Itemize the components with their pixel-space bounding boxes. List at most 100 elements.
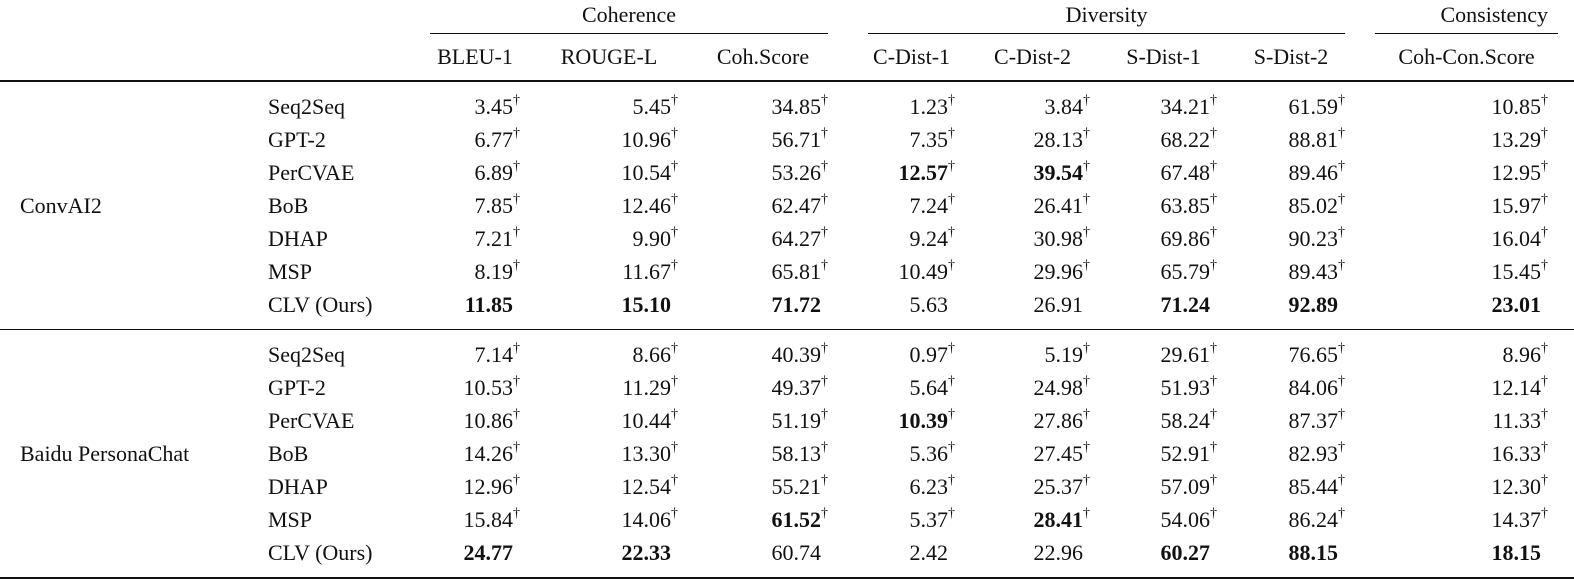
significance-dagger: † xyxy=(948,439,956,455)
metric-value: 14.06† xyxy=(530,503,688,536)
value-text: 22.96 xyxy=(1033,540,1084,565)
significance-dagger: † xyxy=(948,505,956,521)
value-text: 27.45 xyxy=(1033,441,1084,466)
significance-dagger: † xyxy=(1541,257,1549,273)
metric-value: 10.44† xyxy=(530,404,688,437)
metric-value: 11.85† xyxy=(420,288,530,321)
metric-value: 8.96† xyxy=(1375,338,1558,371)
value-text: 26.91 xyxy=(1033,292,1084,317)
value-text: 54.06 xyxy=(1160,507,1211,532)
value-text: 12.14 xyxy=(1491,375,1542,400)
model-name: Seq2Seq xyxy=(268,94,345,119)
metric-value: 3.45† xyxy=(420,90,530,123)
metric-value: 13.29† xyxy=(1375,123,1558,156)
metric-value: 27.45† xyxy=(965,437,1100,470)
metric-value: 39.54† xyxy=(965,156,1100,189)
value-text: 61.59 xyxy=(1288,94,1339,119)
column-header: S-Dist-1 xyxy=(1100,34,1228,82)
metric-value: 12.57† xyxy=(858,156,965,189)
value-text: 27.86 xyxy=(1033,408,1084,433)
value-text: 26.41 xyxy=(1033,193,1084,218)
significance-dagger: † xyxy=(821,340,829,356)
table-row: BoB 7.85† 12.46† 62.47† 7.24† 26.41† 63.85† 85.… xyxy=(0,189,1574,222)
value-text: 10.44 xyxy=(621,408,672,433)
value-text: 71.72 xyxy=(771,292,822,317)
table-row: ConvAI2 Seq2Seq 3.45† 5.45† 34.85† 1.23† 3.84†… xyxy=(0,90,1574,218)
significance-dagger: † xyxy=(948,224,956,240)
significance-dagger: † xyxy=(821,92,829,108)
metric-value: 60.74† xyxy=(688,536,838,569)
value-text: 5.64 xyxy=(909,375,949,400)
significance-dagger: † xyxy=(1210,406,1218,422)
significance-dagger: † xyxy=(671,191,678,207)
value-text: 51.19 xyxy=(771,408,822,433)
significance-dagger: † xyxy=(513,224,520,240)
metric-value: 61.52† xyxy=(688,503,838,536)
value-text: 10.49 xyxy=(898,259,949,284)
significance-dagger: † xyxy=(513,125,520,141)
value-text: 65.81 xyxy=(771,259,822,284)
significance-dagger: † xyxy=(1338,472,1346,488)
metric-value: 15.84† xyxy=(420,503,530,536)
value-text: 12.96 xyxy=(463,474,514,499)
significance-dagger: † xyxy=(1083,158,1091,174)
significance-dagger: † xyxy=(1210,224,1218,240)
metric-value: 40.39† xyxy=(688,338,838,371)
model-name: CLV (Ours) xyxy=(268,540,373,565)
value-text: 90.23 xyxy=(1288,226,1339,251)
metric-value: 5.36† xyxy=(858,437,965,470)
significance-dagger: † xyxy=(821,505,829,521)
significance-dagger: † xyxy=(1541,505,1549,521)
value-text: 12.54 xyxy=(621,474,672,499)
significance-dagger: † xyxy=(671,92,678,108)
value-text: 2.42 xyxy=(909,540,949,565)
column-header: Coh.Score xyxy=(688,34,839,82)
metric-value: 60.27† xyxy=(1100,536,1227,569)
metric-value: 56.71† xyxy=(688,123,838,156)
value-text: 57.09 xyxy=(1160,474,1211,499)
metric-value: 30.98† xyxy=(965,222,1100,255)
model-name: CLV (Ours) xyxy=(268,292,373,317)
model-name: Seq2Seq xyxy=(268,342,345,367)
metric-value: 14.37† xyxy=(1375,503,1558,536)
value-text: 13.29 xyxy=(1491,127,1542,152)
metric-value: 12.46† xyxy=(530,189,688,222)
value-text: 5.37 xyxy=(909,507,949,532)
significance-dagger: † xyxy=(1541,439,1549,455)
value-text: 29.61 xyxy=(1160,342,1211,367)
value-text: 92.89 xyxy=(1288,292,1339,317)
metric-value: 67.48† xyxy=(1100,156,1227,189)
metric-value: 10.96† xyxy=(530,123,688,156)
value-text: 5.19 xyxy=(1044,342,1084,367)
significance-dagger: † xyxy=(1210,439,1218,455)
value-text: 55.21 xyxy=(771,474,822,499)
significance-dagger: † xyxy=(1338,340,1346,356)
model-name: BoB xyxy=(268,441,309,466)
significance-dagger: † xyxy=(1338,505,1346,521)
metric-value: 28.41† xyxy=(965,503,1100,536)
metric-value: 9.90† xyxy=(530,222,688,255)
value-text: 67.48 xyxy=(1160,160,1211,185)
significance-dagger: † xyxy=(671,158,678,174)
column-header: C-Dist-1 xyxy=(858,34,966,82)
metric-value: 54.06† xyxy=(1100,503,1227,536)
metric-value: 10.39† xyxy=(858,404,965,437)
value-text: 88.15 xyxy=(1288,540,1339,565)
table-row: BoB 14.26† 13.30† 58.13† 5.36† 27.45† 52.91† 82… xyxy=(0,437,1574,470)
value-text: 60.74 xyxy=(771,540,822,565)
significance-dagger: † xyxy=(1541,340,1549,356)
value-text: 11.67 xyxy=(622,259,671,284)
significance-dagger: † xyxy=(948,472,956,488)
table-body: ConvAI2 Seq2Seq 3.45† 5.45† 34.85† 1.23† 3.84†… xyxy=(0,81,1574,579)
value-text: 15.45 xyxy=(1491,259,1542,284)
metric-value: 71.24† xyxy=(1100,288,1227,321)
significance-dagger: † xyxy=(671,125,678,141)
value-text: 61.52 xyxy=(771,507,822,532)
metric-value: 64.27† xyxy=(688,222,838,255)
value-text: 0.97 xyxy=(909,342,949,367)
significance-dagger: † xyxy=(821,158,829,174)
metric-value: 11.67† xyxy=(530,255,688,288)
metric-value: 71.72† xyxy=(688,288,838,321)
significance-dagger: † xyxy=(948,158,956,174)
value-text: 3.84 xyxy=(1044,94,1084,119)
